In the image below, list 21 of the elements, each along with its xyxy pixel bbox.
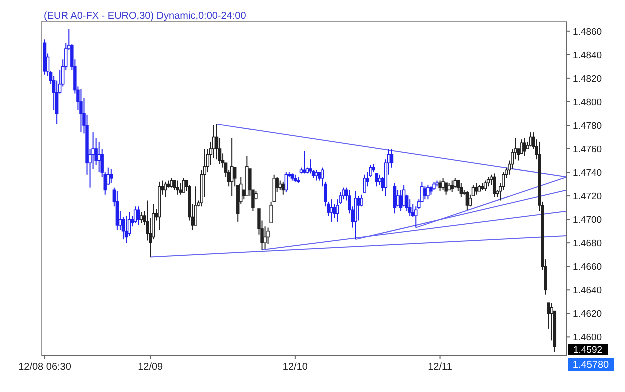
y-tick-label: 1.4860 [573, 26, 602, 38]
y-tick-label: 1.4720 [573, 192, 602, 203]
chart-title: (EUR A0-FX - EURO,30) Dynamic,0:00-24:00 [44, 11, 247, 22]
y-tick-label: 1.4660 [573, 262, 602, 274]
y-tick-label: 1.4700 [573, 215, 602, 226]
x-tick-label: 12/10 [282, 362, 308, 373]
y-tick-label: 1.4820 [573, 74, 602, 85]
x-tick-label: 12/08 06:30 [18, 362, 72, 373]
y-tick-label: 1.4780 [573, 120, 602, 132]
x-tick-label: 12/09 [138, 362, 164, 373]
y-tick-label: 1.4740 [573, 168, 602, 180]
x-tick-label: 12/11 [428, 362, 453, 373]
y-tick-label: 1.4800 [573, 97, 602, 108]
text: 1.4592 [573, 345, 603, 356]
y-tick-label: 1.4840 [573, 50, 602, 62]
text: 1.45780 [572, 360, 610, 371]
y-tick-label: 1.4680 [573, 238, 602, 250]
y-tick-label: 1.4620 [573, 309, 602, 320]
y-tick-label: 1.4640 [573, 286, 602, 297]
y-tick-label: 1.4760 [573, 144, 602, 156]
y-tick-label: 1.4600 [573, 332, 602, 344]
